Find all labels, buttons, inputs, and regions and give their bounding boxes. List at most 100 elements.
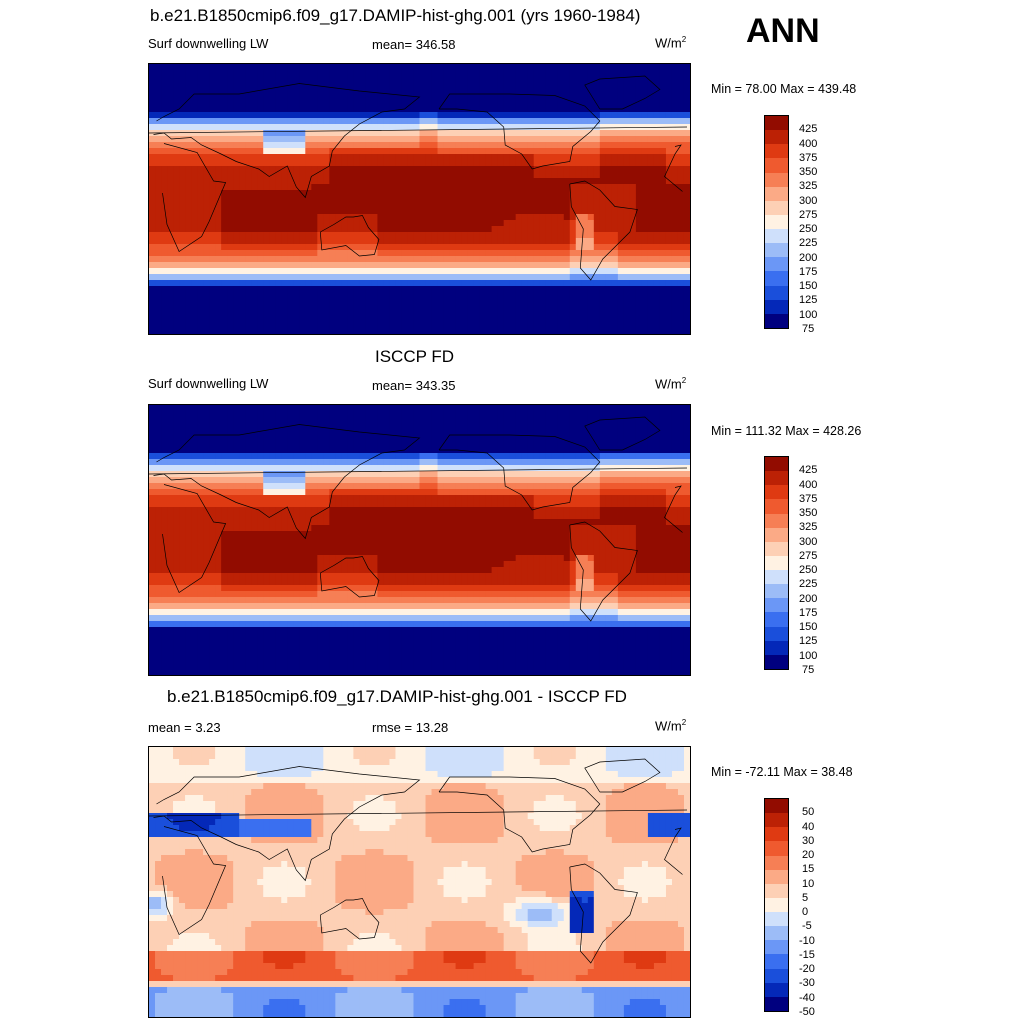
map-cell xyxy=(473,298,481,305)
map-cell xyxy=(485,94,493,101)
map-cell xyxy=(311,310,318,317)
map-cell xyxy=(203,280,210,287)
map-cell xyxy=(443,280,451,287)
map-cell xyxy=(215,304,222,311)
map-cell xyxy=(305,411,312,418)
map-cell xyxy=(503,112,511,119)
map-cell xyxy=(317,64,324,71)
map-cell xyxy=(629,70,637,77)
map-cell xyxy=(185,202,192,209)
map-cell xyxy=(527,286,535,293)
map-cell xyxy=(539,106,547,113)
map-cell xyxy=(449,208,457,215)
map-cell xyxy=(575,435,583,442)
map-cell xyxy=(515,328,523,334)
map-cell xyxy=(191,435,198,442)
map-cell xyxy=(215,280,222,287)
map-cell xyxy=(539,196,547,203)
map-cell xyxy=(401,196,409,203)
map-cell xyxy=(389,220,397,227)
map-cell xyxy=(569,220,577,227)
map-cell xyxy=(281,196,288,203)
map-cell xyxy=(293,453,300,460)
panel1-units-label: W/m2 xyxy=(655,35,687,51)
map-cell xyxy=(413,298,421,305)
map-cell xyxy=(539,310,547,317)
map-cell xyxy=(335,429,342,436)
map-cell xyxy=(419,178,427,185)
map-cell xyxy=(611,405,619,412)
map-cell xyxy=(413,196,421,203)
map-cell xyxy=(161,310,168,317)
map-cell xyxy=(257,316,264,323)
map-cell xyxy=(167,447,174,454)
map-cell xyxy=(269,214,276,221)
map-cell xyxy=(317,196,324,203)
map-cell xyxy=(587,100,595,107)
map-cell xyxy=(617,280,625,287)
map-cell xyxy=(437,262,445,269)
map-cell xyxy=(365,429,373,436)
map-cell xyxy=(155,256,162,263)
map-cell xyxy=(149,70,156,77)
map-cell xyxy=(503,286,511,293)
map-cell xyxy=(245,130,252,137)
map-cell xyxy=(581,106,589,113)
map-cell xyxy=(671,441,679,448)
map-cell xyxy=(173,94,180,101)
map-cell xyxy=(203,160,210,167)
map-cell xyxy=(533,298,541,305)
map-cell xyxy=(203,178,210,185)
map-cell xyxy=(251,453,258,460)
map-cell xyxy=(227,262,234,269)
map-cell xyxy=(587,274,595,281)
map-cell xyxy=(335,274,342,281)
map-cell xyxy=(155,405,162,412)
map-cell xyxy=(605,328,613,334)
map-cell xyxy=(533,124,541,131)
map-cell xyxy=(629,298,637,305)
map-cell xyxy=(155,232,162,239)
map-cell xyxy=(587,178,595,185)
map-cell xyxy=(197,256,204,263)
map-cell xyxy=(239,405,246,412)
map-cell xyxy=(281,429,288,436)
map-cell xyxy=(503,411,511,418)
map-cell xyxy=(329,178,336,185)
map-cell xyxy=(587,316,595,323)
map-cell xyxy=(521,256,529,263)
map-cell xyxy=(371,130,379,137)
map-cell xyxy=(161,405,168,412)
map-cell xyxy=(497,232,505,239)
map-cell xyxy=(347,148,354,155)
map-cell xyxy=(581,172,589,179)
map-cell xyxy=(215,262,222,269)
map-cell xyxy=(563,280,571,287)
map-cell xyxy=(575,423,583,430)
map-cell xyxy=(473,130,481,137)
map-cell xyxy=(641,292,649,299)
map-cell xyxy=(299,459,306,466)
map-cell xyxy=(647,76,655,83)
map-cell xyxy=(641,184,649,191)
map-cell xyxy=(653,112,661,119)
map-cell xyxy=(581,244,589,251)
map-cell xyxy=(347,136,354,143)
map-cell xyxy=(323,88,330,95)
map-cell xyxy=(533,274,541,281)
map-cell xyxy=(365,250,373,257)
map-cell xyxy=(389,453,397,460)
map-cell xyxy=(467,172,475,179)
map-cell xyxy=(269,106,276,113)
map-cell xyxy=(245,274,252,281)
map-cell xyxy=(653,166,661,173)
map-cell xyxy=(617,100,625,107)
map-cell xyxy=(221,298,228,305)
map-cell xyxy=(197,441,204,448)
map-cell xyxy=(485,411,493,418)
map-cell xyxy=(443,76,451,83)
map-cell xyxy=(233,202,240,209)
map-cell xyxy=(605,172,613,179)
map-cell xyxy=(575,310,583,317)
map-cell xyxy=(251,310,258,317)
